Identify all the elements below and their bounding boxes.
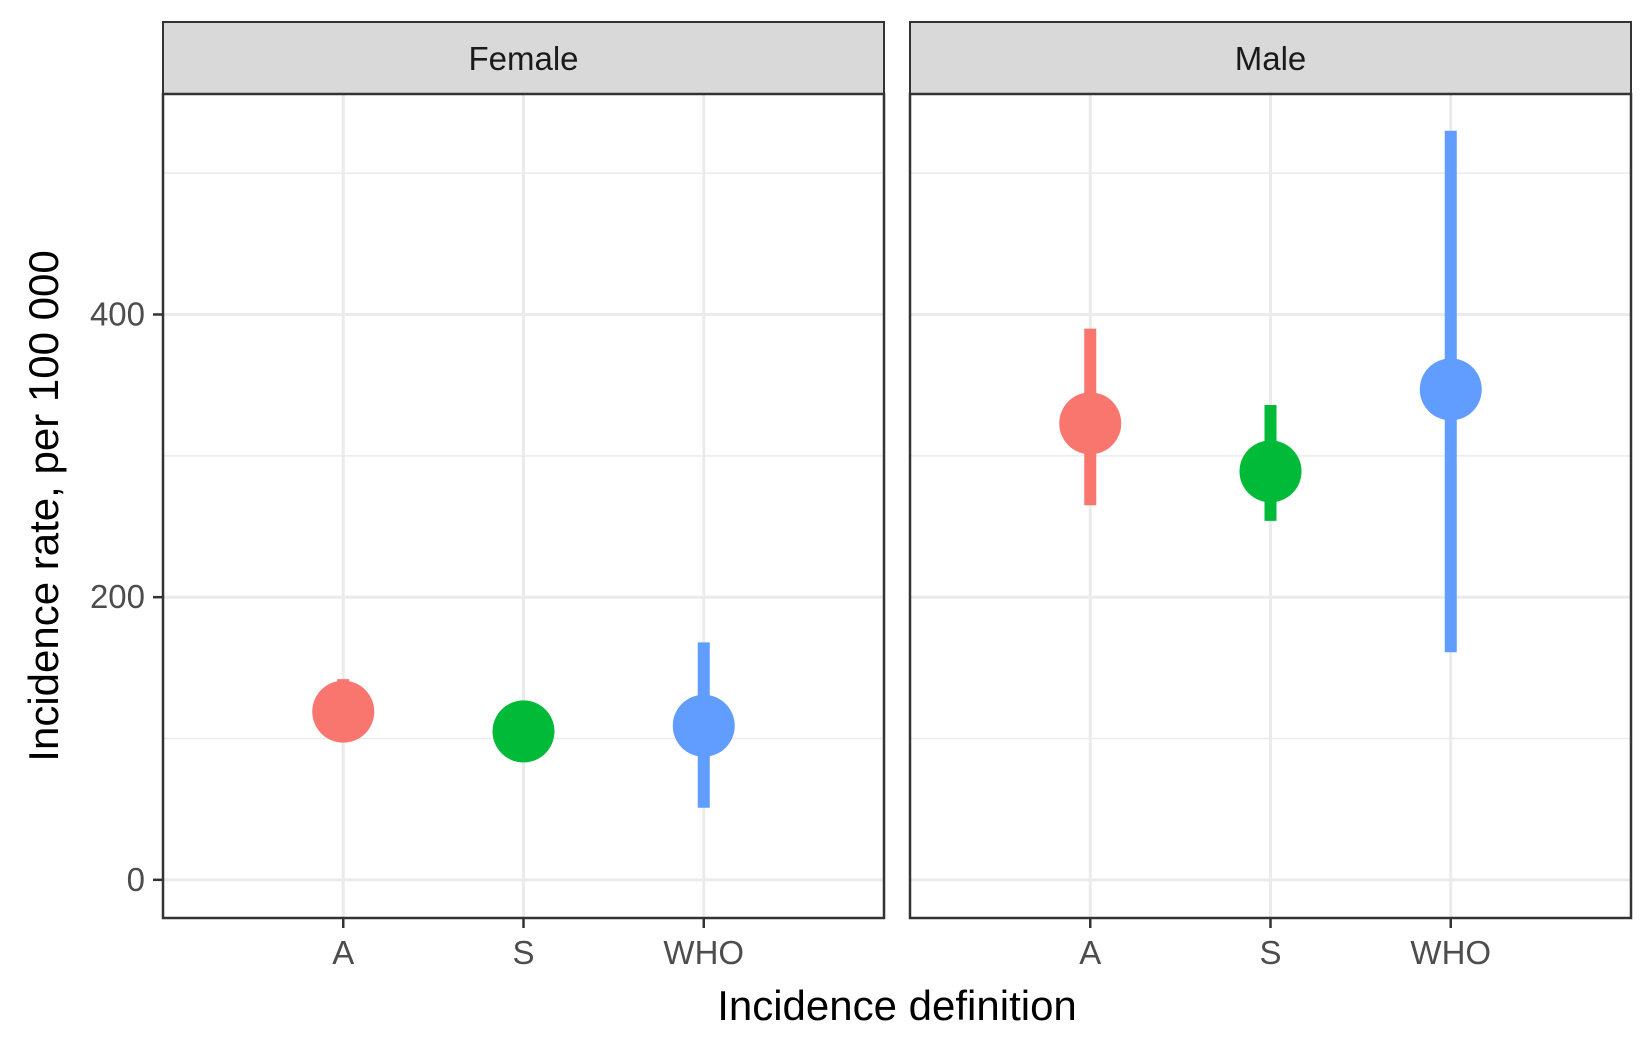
x-tick-label: WHO bbox=[1410, 934, 1491, 971]
y-axis-title: Incidence rate, per 100 000 bbox=[20, 250, 67, 761]
point-s bbox=[492, 700, 555, 763]
facet-strip-label: Male bbox=[1235, 40, 1307, 77]
facet-strip-label: Female bbox=[468, 40, 578, 77]
point-s bbox=[1239, 440, 1302, 503]
point-who bbox=[672, 694, 735, 757]
y-tick-label: 200 bbox=[90, 578, 145, 615]
facet-strip bbox=[162, 21, 885, 95]
facet-panels: Female A S WHO Male A S WHO bbox=[161, 21, 1633, 971]
y-axis: 0 200 400 bbox=[90, 295, 163, 898]
x-tick-label: WHO bbox=[663, 934, 744, 971]
y-tick-label: 400 bbox=[90, 295, 145, 332]
x-tick-label: A bbox=[1079, 934, 1101, 971]
x-tick-label: A bbox=[332, 934, 354, 971]
point-who bbox=[1419, 358, 1482, 421]
x-tick-label: S bbox=[1259, 934, 1281, 971]
point-a bbox=[312, 680, 375, 743]
facet-panel-female: Female A S WHO bbox=[161, 21, 886, 971]
x-axis-title: Incidence definition bbox=[717, 982, 1077, 1029]
facet-panel-male: Male A S WHO bbox=[908, 21, 1633, 971]
point-a bbox=[1059, 392, 1122, 455]
facet-strip bbox=[909, 21, 1632, 95]
y-tick-label: 0 bbox=[127, 861, 145, 898]
x-tick-label: S bbox=[512, 934, 534, 971]
